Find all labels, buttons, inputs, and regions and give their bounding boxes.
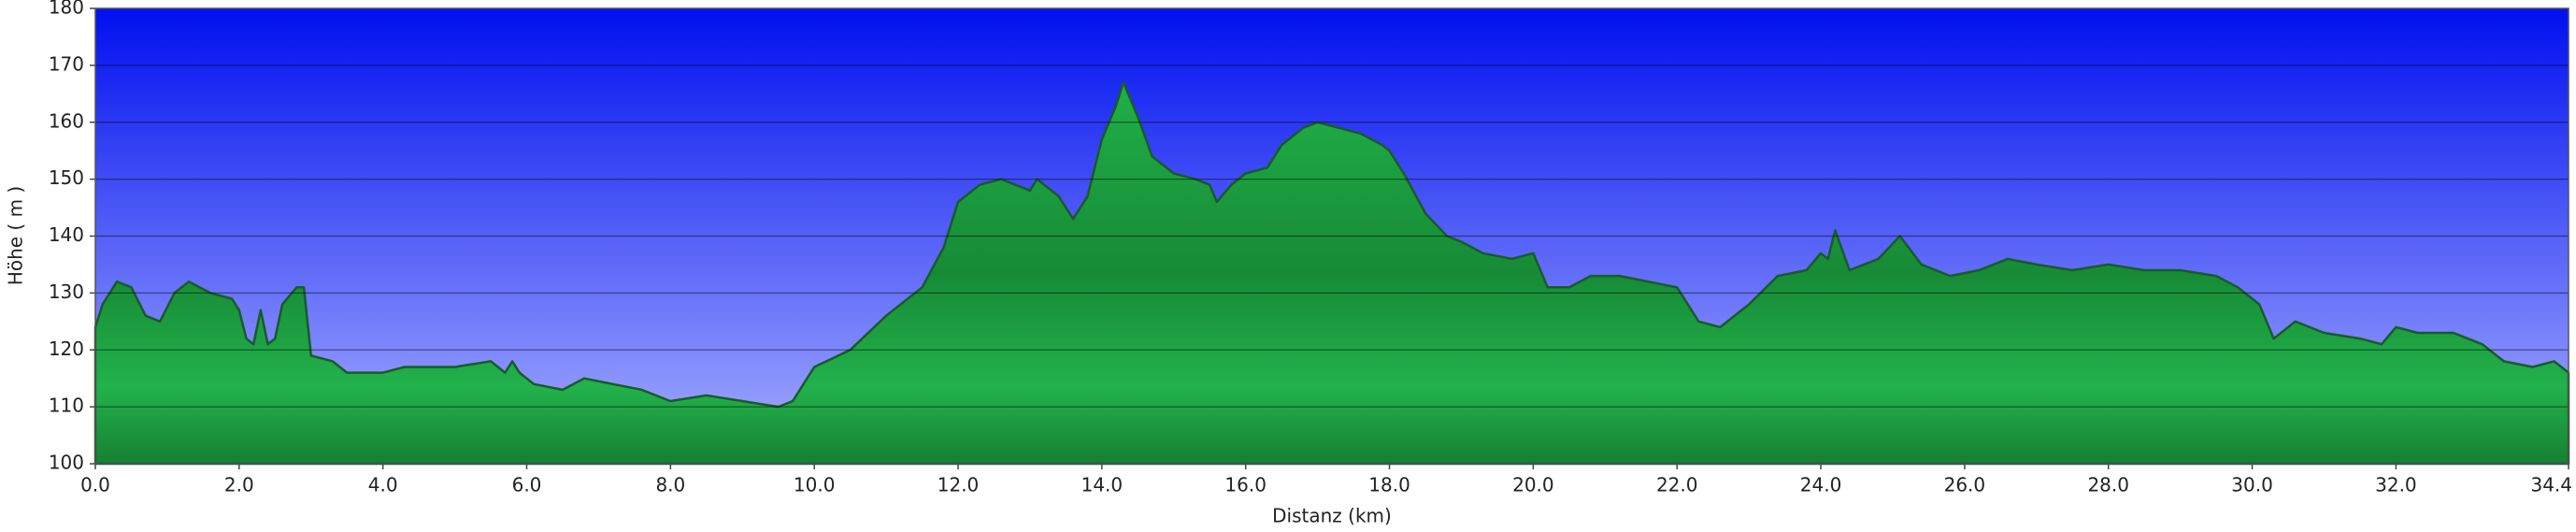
x-axis-label: Distanz (km) [1272,505,1392,527]
x-tick-label: 24.0 [1800,474,1842,496]
x-tick-label: 18.0 [1368,474,1410,496]
y-tick-label: 150 [49,166,84,189]
x-tick-label: 12.0 [937,474,980,496]
x-tick-label: 6.0 [512,474,542,496]
x-tick-label: 14.0 [1081,474,1123,496]
x-tick-label: 10.0 [794,474,836,496]
y-axis-label: Höhe ( m ) [5,186,27,285]
plot-frame [94,7,2569,465]
x-tick-label: 34.4 [2530,474,2572,496]
x-tick-label: 0.0 [80,474,110,496]
x-tick-label: 30.0 [2231,474,2273,496]
y-tick-label: 140 [49,223,84,246]
y-tick-label: 170 [49,52,84,75]
y-tick-label: 160 [49,109,84,132]
x-tick-label: 2.0 [224,474,254,496]
x-tick-label: 22.0 [1656,474,1698,496]
x-tick-label: 16.0 [1224,474,1267,496]
y-tick-label: 130 [49,280,84,303]
x-tick-label: 32.0 [2375,474,2417,496]
x-tick-label: 26.0 [1944,474,1986,496]
x-tick-label: 8.0 [655,474,685,496]
y-tick-label: 100 [49,452,84,474]
y-tick-label: 120 [49,338,84,360]
x-tick-label: 4.0 [368,474,398,496]
elevation-area [93,80,2570,466]
y-tick-label: 180 [49,0,84,19]
x-tick-label: 20.0 [1512,474,1554,496]
x-tick-label: 28.0 [2087,474,2129,496]
y-tick-label: 110 [49,395,84,417]
